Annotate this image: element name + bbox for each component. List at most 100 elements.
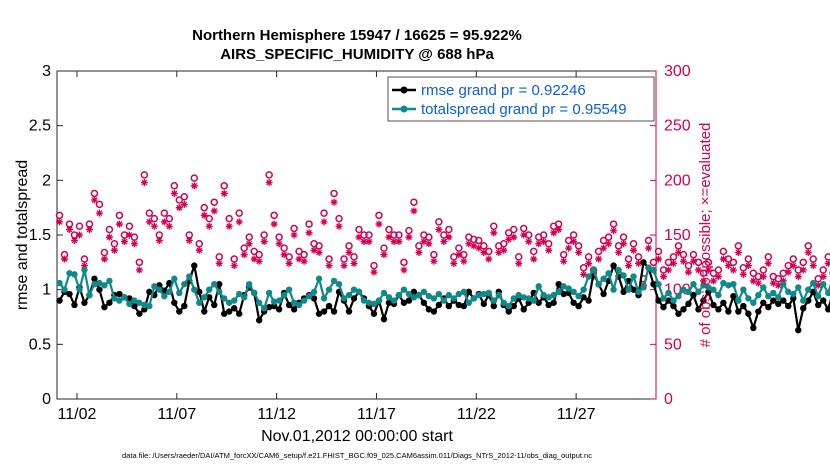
totalspread-point (211, 281, 218, 288)
rmse-point (755, 308, 762, 315)
rmse-point (505, 308, 512, 315)
obs-possible-point (514, 253, 523, 261)
obs-evaluated-point (585, 259, 593, 267)
totalspread-point (585, 273, 592, 280)
obs-evaluated-point (739, 270, 747, 278)
obs-evaluated-point (819, 273, 827, 281)
obs-evaluated-point (505, 235, 513, 243)
obs-possible-point (400, 258, 408, 267)
rmse-point (710, 301, 717, 309)
obs-evaluated-point (330, 198, 338, 206)
totalspread-point (750, 299, 757, 306)
rmse-point (700, 297, 707, 304)
obs-evaluated-point (415, 248, 423, 256)
obs-evaluated-point (595, 255, 603, 263)
obs-possible-point (804, 242, 812, 250)
y-right-tick-label: 50 (664, 336, 682, 353)
totalspread-point (675, 293, 682, 300)
rmse-point (345, 308, 353, 315)
obs-possible-point (370, 261, 378, 270)
obs-possible-point (210, 198, 218, 206)
totalspread-point (171, 275, 178, 282)
rmse-point (176, 308, 183, 315)
obs-evaluated-point (375, 220, 383, 228)
obs-evaluated-point (145, 218, 153, 226)
obs-possible-point (569, 231, 578, 239)
totalspread-point (265, 289, 273, 297)
totalspread-point (715, 291, 722, 299)
obs-evaluated-point (555, 226, 563, 234)
obs-possible-point (574, 242, 583, 250)
obs-evaluated-point (580, 270, 588, 278)
totalspread-point (335, 281, 343, 288)
obs-evaluated-point (240, 251, 248, 259)
obs-evaluated-point (719, 255, 727, 263)
rmse-point (795, 326, 802, 334)
obs-possible-point (200, 203, 209, 212)
rmse-point (71, 301, 78, 309)
y-right-tick-label: 200 (664, 172, 691, 189)
obs-possible-point (539, 231, 548, 239)
obs-evaluated-point (724, 262, 732, 270)
obs-possible-point (280, 244, 288, 252)
rmse-point (216, 281, 223, 288)
obs-possible-point (250, 247, 258, 256)
totalspread-point (565, 285, 572, 292)
rmse-point (325, 302, 333, 310)
obs-evaluated-point (360, 238, 368, 246)
obs-possible-series (55, 171, 830, 283)
totalspread-point (186, 273, 193, 280)
rmse-point (775, 300, 782, 308)
obs-evaluated-point (575, 248, 583, 256)
obs-possible-point (95, 200, 104, 209)
obs-evaluated-point (275, 240, 283, 248)
rmse-point (425, 306, 433, 313)
totalspread-point (525, 295, 532, 302)
obs-possible-point (380, 244, 388, 252)
rmse-point (330, 308, 338, 315)
obs-possible-point (255, 250, 263, 259)
obs-evaluated-point (600, 244, 608, 252)
rmse-point (665, 297, 672, 304)
obs-evaluated-point (235, 218, 243, 226)
obs-evaluated-point (165, 222, 173, 230)
obs-evaluated-point (380, 251, 388, 259)
obs-evaluated-point (410, 207, 418, 215)
obs-possible-point (140, 171, 149, 179)
legend-rmse-marker (400, 86, 408, 94)
totalspread-point (480, 290, 487, 298)
obs-evaluated-point (60, 255, 68, 263)
obs-possible-point (714, 266, 723, 274)
totalspread-point (570, 288, 577, 296)
obs-evaluated-point (495, 248, 503, 256)
legend-rmse-label: rmse grand pr = 0.92246 (421, 82, 586, 99)
rmse-point (640, 259, 647, 266)
obs-evaluated-point (440, 238, 448, 246)
rmse-point (660, 303, 667, 311)
totalspread-point (720, 279, 727, 287)
totalspread-point (415, 291, 423, 299)
obs-possible-point (504, 229, 513, 237)
obs-evaluated-point (280, 251, 288, 259)
obs-evaluated-point (450, 259, 458, 267)
rmse-point (765, 303, 772, 311)
obs-evaluated-point (110, 246, 118, 254)
obs-possible-point (170, 182, 179, 190)
rmse-point (465, 288, 473, 296)
rmse-point (770, 297, 777, 304)
obs-possible-point (145, 209, 154, 217)
totalspread-point (111, 295, 118, 302)
obs-evaluated-point (230, 262, 238, 270)
obs-evaluated-point (425, 240, 433, 248)
totalspread-point (615, 266, 622, 274)
rmse-point (550, 299, 557, 306)
totalspread-point (800, 297, 807, 304)
obs-possible-point (115, 211, 124, 220)
obs-evaluated-point (320, 218, 328, 226)
rmse-point (730, 293, 737, 300)
obs-possible-point (619, 233, 628, 241)
y-left-tick-label: 3 (42, 63, 51, 80)
rmse-point (435, 301, 443, 309)
obs-possible-point (300, 250, 308, 259)
obs-evaluated-point (794, 273, 802, 281)
